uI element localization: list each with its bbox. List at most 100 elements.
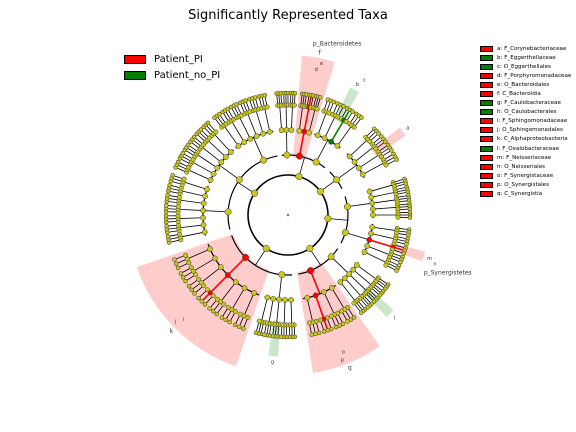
taxa-legend-swatch xyxy=(480,181,493,188)
order-branch xyxy=(200,266,222,283)
class-branch xyxy=(253,137,264,161)
genus-node xyxy=(165,234,171,239)
order-node xyxy=(232,279,239,285)
genus-node xyxy=(309,332,314,337)
taxa-legend-item: a: F_Corynebacteriaceae xyxy=(480,44,571,53)
genus-node xyxy=(232,322,238,328)
order-node xyxy=(202,193,208,200)
root-node xyxy=(286,213,290,217)
order-node xyxy=(369,224,375,230)
order-branch xyxy=(324,115,336,139)
class-node xyxy=(224,208,232,216)
order-node xyxy=(276,296,282,303)
order-branch xyxy=(255,109,264,134)
order-node xyxy=(266,129,273,135)
taxa-legend-swatch xyxy=(480,127,493,134)
family-node xyxy=(232,309,238,315)
taxa-legend-label: c: O_Eggerthellales xyxy=(497,63,551,70)
order-branch xyxy=(291,105,293,131)
order-node xyxy=(241,285,248,291)
taxa-legend-swatch xyxy=(480,109,493,116)
class-highlight-wedge xyxy=(297,262,380,374)
class-node xyxy=(260,156,268,164)
family-node xyxy=(291,102,297,108)
taxa-legend-item: e: O_Bacteroidales xyxy=(480,80,571,89)
taxa-legend-label: n: O_Neisseriales xyxy=(497,163,546,170)
genus-node xyxy=(164,223,169,229)
order-node xyxy=(368,230,374,237)
taxa-legend: a: F_Corynebacteriaceae b: F_Eggerthellac… xyxy=(480,44,571,199)
legend-label: Patient_no_PI xyxy=(154,69,221,81)
order-branch xyxy=(238,116,251,139)
taxa-legend-swatch xyxy=(480,45,493,52)
order-branch xyxy=(276,299,280,325)
family-node xyxy=(318,317,323,323)
family-node xyxy=(214,296,220,302)
order-branch xyxy=(178,224,204,229)
genus-node xyxy=(351,315,357,320)
order-branch xyxy=(323,291,335,315)
family-node xyxy=(229,307,235,313)
taxa-legend-label: f: C_Bacteroidia xyxy=(497,91,541,98)
phylum-node xyxy=(262,244,270,253)
taxa-legend-label: j: O_Sphingomonadales xyxy=(497,127,563,134)
taxon-key-label: l xyxy=(394,315,395,321)
taxa-legend-label: d: F_Porphyromonadaceae xyxy=(497,72,572,79)
order-node xyxy=(210,170,217,177)
genus-node xyxy=(210,309,216,314)
order-branch xyxy=(337,125,353,147)
class-branch xyxy=(345,232,370,241)
order-node xyxy=(212,255,218,262)
taxa-legend-item: g: F_Caulobacteraceae xyxy=(480,99,571,108)
class-branch xyxy=(336,164,358,181)
family-node xyxy=(225,304,231,310)
genus-node xyxy=(183,278,188,284)
taxa-legend-item: i: F_Sphingomonadaceae xyxy=(480,117,571,126)
order-node xyxy=(369,200,376,207)
order-branch xyxy=(209,274,229,294)
order-node xyxy=(328,138,334,145)
class-branch xyxy=(330,256,350,275)
group-legend: Patient_PI Patient_no_PI xyxy=(124,51,220,83)
genus-node xyxy=(383,139,388,144)
family-node xyxy=(213,129,219,135)
genus-node xyxy=(175,265,181,271)
family-node xyxy=(201,283,207,289)
order-branch xyxy=(231,120,245,143)
legend-swatch-red xyxy=(124,54,146,64)
family-node xyxy=(328,313,334,319)
class-node xyxy=(307,267,314,275)
genus-node xyxy=(321,329,327,334)
order-node xyxy=(342,275,348,282)
taxa-legend-item: n: O_Neisseriales xyxy=(480,162,571,171)
order-node xyxy=(364,243,370,249)
taxon-key-label: e xyxy=(320,61,323,67)
order-branch xyxy=(314,295,325,320)
class-node xyxy=(242,253,250,261)
genus-node xyxy=(196,295,201,301)
genus-node xyxy=(163,213,169,219)
taxa-legend-item: q: C_Synergistia xyxy=(480,190,571,199)
order-branch xyxy=(369,184,394,192)
class-branch xyxy=(203,210,229,213)
order-node xyxy=(200,207,206,214)
order-node xyxy=(359,171,366,178)
order-branch xyxy=(344,277,362,298)
family-node xyxy=(183,252,189,258)
order-branch xyxy=(187,169,211,181)
order-node xyxy=(227,149,234,156)
class-node xyxy=(278,271,286,279)
taxa-legend-item: f: C_Bacteroidia xyxy=(480,89,571,98)
genus-node xyxy=(292,90,298,96)
genus-node xyxy=(404,242,409,247)
class-branch xyxy=(227,256,247,276)
family-highlight-wedge xyxy=(388,242,426,262)
genus-node xyxy=(223,317,228,323)
genus-node xyxy=(165,193,170,198)
family-node xyxy=(210,293,216,299)
order-node xyxy=(264,294,271,301)
genus-node xyxy=(333,324,339,330)
order-branch xyxy=(372,226,397,232)
order-node xyxy=(241,139,248,145)
